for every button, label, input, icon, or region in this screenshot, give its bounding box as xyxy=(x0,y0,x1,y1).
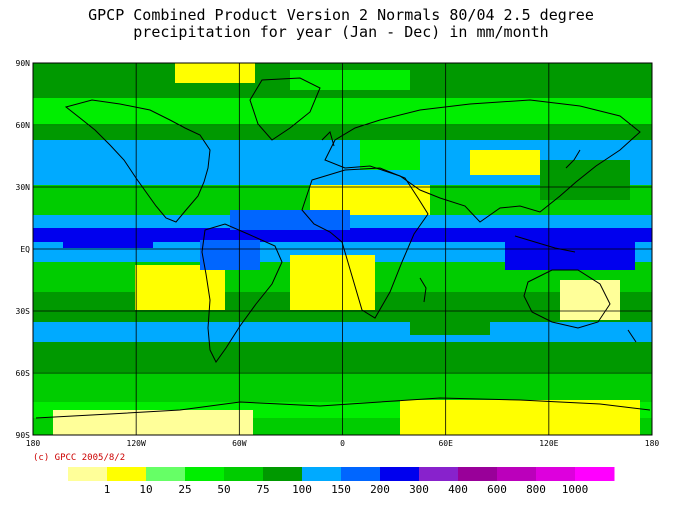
coast-new-zealand xyxy=(627,329,637,343)
field-patch xyxy=(63,230,153,248)
colorbar-swatch xyxy=(185,467,225,481)
latitude-labels: 90N 60N 30N EQ 30S 60S 90S xyxy=(16,59,31,440)
field-patch xyxy=(53,410,253,435)
field-patch xyxy=(135,265,225,310)
lat-tick-label: 90S xyxy=(16,431,31,440)
colorbar-swatch xyxy=(68,467,108,481)
lat-tick-label: 30S xyxy=(16,307,31,316)
colorbar-label: 400 xyxy=(448,483,468,496)
colorbar-label: 25 xyxy=(178,483,191,496)
colorbar-swatch xyxy=(107,467,147,481)
lon-tick-label: 120E xyxy=(539,439,558,448)
colorbar-swatch xyxy=(341,467,381,481)
lat-tick-label: 60N xyxy=(16,121,31,130)
map-frame xyxy=(32,62,653,436)
lat-tick-label: 60S xyxy=(16,369,31,378)
field-patch xyxy=(505,230,635,270)
coast-antarctica xyxy=(35,397,651,419)
colorbar-label: 1 xyxy=(104,483,111,496)
chart-subtitle: precipitation for year (Jan - Dec) in mm… xyxy=(133,23,549,41)
longitude-labels: 180 120W 60W 0 60E 120E 180 xyxy=(26,439,660,448)
field-patch xyxy=(360,140,420,170)
field-patch xyxy=(290,255,375,310)
colorbar-swatch xyxy=(497,467,537,481)
lat-tick-label: 30N xyxy=(16,183,31,192)
colorbar-swatch xyxy=(224,467,264,481)
field-patch xyxy=(560,280,620,320)
coastlines xyxy=(35,77,651,419)
colorbar-swatch xyxy=(263,467,303,481)
colorbar-swatch xyxy=(302,467,342,481)
lon-tick-label: 60W xyxy=(232,439,247,448)
coast-eurasia xyxy=(324,99,641,223)
colorbar-swatch xyxy=(575,467,615,481)
lon-tick-label: 180 xyxy=(645,439,660,448)
colorbar-label: 150 xyxy=(331,483,351,496)
lat-tick-label: 90N xyxy=(16,59,31,68)
field-patch xyxy=(175,63,255,83)
coast-madagascar xyxy=(419,277,427,303)
colorbar-label: 600 xyxy=(487,483,507,496)
coast-indonesia xyxy=(514,235,576,253)
colorbar-swatch xyxy=(536,467,576,481)
colorbar-swatch xyxy=(380,467,420,481)
lon-tick-label: 180 xyxy=(26,439,41,448)
colorbar-label: 10 xyxy=(139,483,152,496)
colorbar xyxy=(68,467,615,481)
coast-japan xyxy=(565,149,581,169)
colorbar-label: 75 xyxy=(256,483,269,496)
lon-tick-label: 120W xyxy=(127,439,146,448)
colorbar-label: 200 xyxy=(370,483,390,496)
field-patch xyxy=(540,160,630,200)
coast-south-america xyxy=(201,223,283,363)
field-patch xyxy=(200,240,260,270)
coast-australia xyxy=(523,269,611,329)
lat-tick-label: EQ xyxy=(20,245,30,254)
chart-title: GPCP Combined Product Version 2 Normals … xyxy=(88,6,594,24)
colorbar-label: 300 xyxy=(409,483,429,496)
field-patch xyxy=(290,70,410,90)
colorbar-label: 800 xyxy=(526,483,546,496)
field-patch xyxy=(400,400,640,435)
colorbar-label: 1000 xyxy=(562,483,589,496)
field-patch xyxy=(470,150,540,175)
colorbar-swatch xyxy=(458,467,498,481)
lon-tick-label: 0 xyxy=(340,439,345,448)
coast-greenland xyxy=(249,77,321,141)
graticule xyxy=(33,63,652,435)
colorbar-swatch xyxy=(419,467,459,481)
colorbar-label: 100 xyxy=(292,483,312,496)
coast-british-isles xyxy=(321,131,335,147)
field-patch xyxy=(410,300,490,335)
field-patch xyxy=(230,210,350,230)
colorbar-swatch xyxy=(146,467,186,481)
coast-north-america xyxy=(64,99,211,223)
colorbar-label: 50 xyxy=(217,483,230,496)
copyright-text: (c) GPCC 2005/8/2 xyxy=(33,453,126,463)
colorbar-labels: 1 10 25 50 75 100 150 200 300 400 600 800 1000 xyxy=(104,483,589,496)
lon-tick-label: 60E xyxy=(438,439,453,448)
